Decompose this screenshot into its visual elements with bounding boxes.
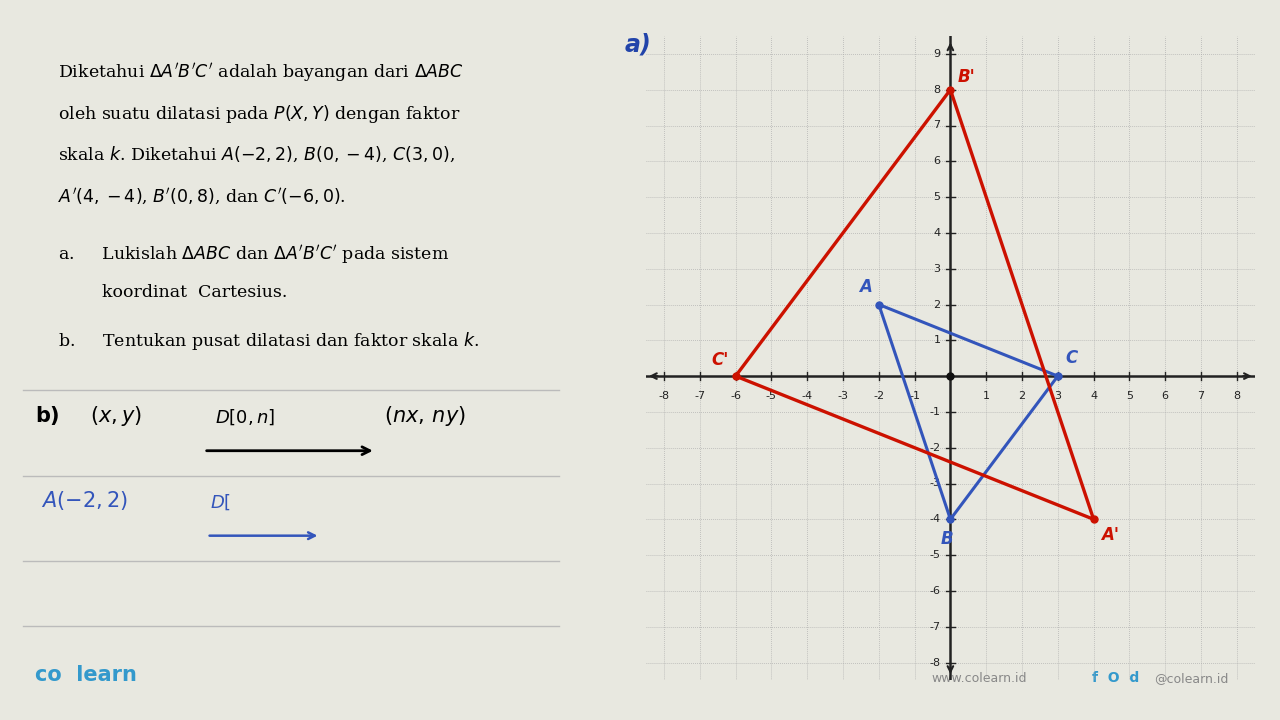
Text: -8: -8 xyxy=(658,391,669,401)
Text: 2: 2 xyxy=(933,300,941,310)
Text: 8: 8 xyxy=(1233,391,1240,401)
Text: -5: -5 xyxy=(929,550,941,560)
Text: -5: -5 xyxy=(765,391,777,401)
Text: C: C xyxy=(1065,349,1078,367)
Text: -4: -4 xyxy=(801,391,813,401)
Text: -2: -2 xyxy=(929,443,941,453)
Text: -4: -4 xyxy=(929,514,941,524)
Text: www.colearn.id: www.colearn.id xyxy=(932,672,1027,685)
Text: A': A' xyxy=(1101,526,1119,544)
Text: $A(-2,2)$: $A(-2,2)$ xyxy=(41,489,128,512)
Text: $(x,y)$: $(x,y)$ xyxy=(91,404,142,428)
Text: 8: 8 xyxy=(933,85,941,95)
Text: 5: 5 xyxy=(933,192,941,202)
Text: a.     Lukislah $\Delta ABC$ dan $\Delta A'B'C'$ pada sistem: a. Lukislah $\Delta ABC$ dan $\Delta A'B… xyxy=(59,243,449,266)
Text: -2: -2 xyxy=(873,391,884,401)
Text: 1: 1 xyxy=(983,391,989,401)
Text: Diketahui $\Delta A'B'C'$ adalah bayangan dari $\Delta ABC$: Diketahui $\Delta A'B'C'$ adalah bayanga… xyxy=(59,61,465,84)
Text: -7: -7 xyxy=(694,391,705,401)
Text: $(nx,\, ny)$: $(nx,\, ny)$ xyxy=(384,404,466,428)
Text: 7: 7 xyxy=(1197,391,1204,401)
Text: b.     Tentukan pusat dilatasi dan faktor skala $k$.: b. Tentukan pusat dilatasi dan faktor sk… xyxy=(59,330,479,352)
Text: C': C' xyxy=(712,351,730,369)
Text: -6: -6 xyxy=(730,391,741,401)
Text: $D[0,n]$: $D[0,n]$ xyxy=(215,408,276,427)
Text: 4: 4 xyxy=(1091,391,1097,401)
Text: -1: -1 xyxy=(909,391,920,401)
Text: B: B xyxy=(941,530,954,548)
Text: oleh suatu dilatasi pada $P(X, Y)$ dengan faktor: oleh suatu dilatasi pada $P(X, Y)$ denga… xyxy=(59,103,461,125)
Text: 7: 7 xyxy=(933,120,941,130)
Text: 3: 3 xyxy=(933,264,941,274)
Text: 6: 6 xyxy=(933,156,941,166)
Text: -7: -7 xyxy=(929,621,941,631)
Text: 5: 5 xyxy=(1126,391,1133,401)
Text: $A'(4, -4)$, $B'(0, 8)$, dan $C'(-6, 0)$.: $A'(4, -4)$, $B'(0, 8)$, dan $C'(-6, 0)$… xyxy=(59,186,346,207)
FancyArrowPatch shape xyxy=(210,532,315,539)
Text: A: A xyxy=(859,277,873,295)
Text: 1: 1 xyxy=(933,336,941,346)
Text: -3: -3 xyxy=(837,391,849,401)
Text: 6: 6 xyxy=(1162,391,1169,401)
Text: -6: -6 xyxy=(929,586,941,596)
Text: $D[$: $D[$ xyxy=(210,492,230,512)
Text: koordinat  Cartesius.: koordinat Cartesius. xyxy=(59,284,288,302)
FancyArrowPatch shape xyxy=(206,447,370,454)
Text: 3: 3 xyxy=(1055,391,1061,401)
Text: 4: 4 xyxy=(933,228,941,238)
Text: skala $k$. Diketahui $A(-2, 2)$, $B(0, -4)$, $C(3, 0)$,: skala $k$. Diketahui $A(-2, 2)$, $B(0, -… xyxy=(59,145,456,164)
Text: f  O  d: f O d xyxy=(1092,672,1139,685)
Text: co  learn: co learn xyxy=(35,665,137,685)
Text: -3: -3 xyxy=(929,479,941,488)
Text: 2: 2 xyxy=(1019,391,1025,401)
Text: $\bf{b)}$: $\bf{b)}$ xyxy=(35,404,60,427)
Text: 9: 9 xyxy=(933,49,941,59)
Text: @colearn.id: @colearn.id xyxy=(1155,672,1229,685)
Text: a): a) xyxy=(625,32,652,56)
Text: B': B' xyxy=(957,68,975,86)
Text: -8: -8 xyxy=(929,657,941,667)
Text: -1: -1 xyxy=(929,407,941,417)
